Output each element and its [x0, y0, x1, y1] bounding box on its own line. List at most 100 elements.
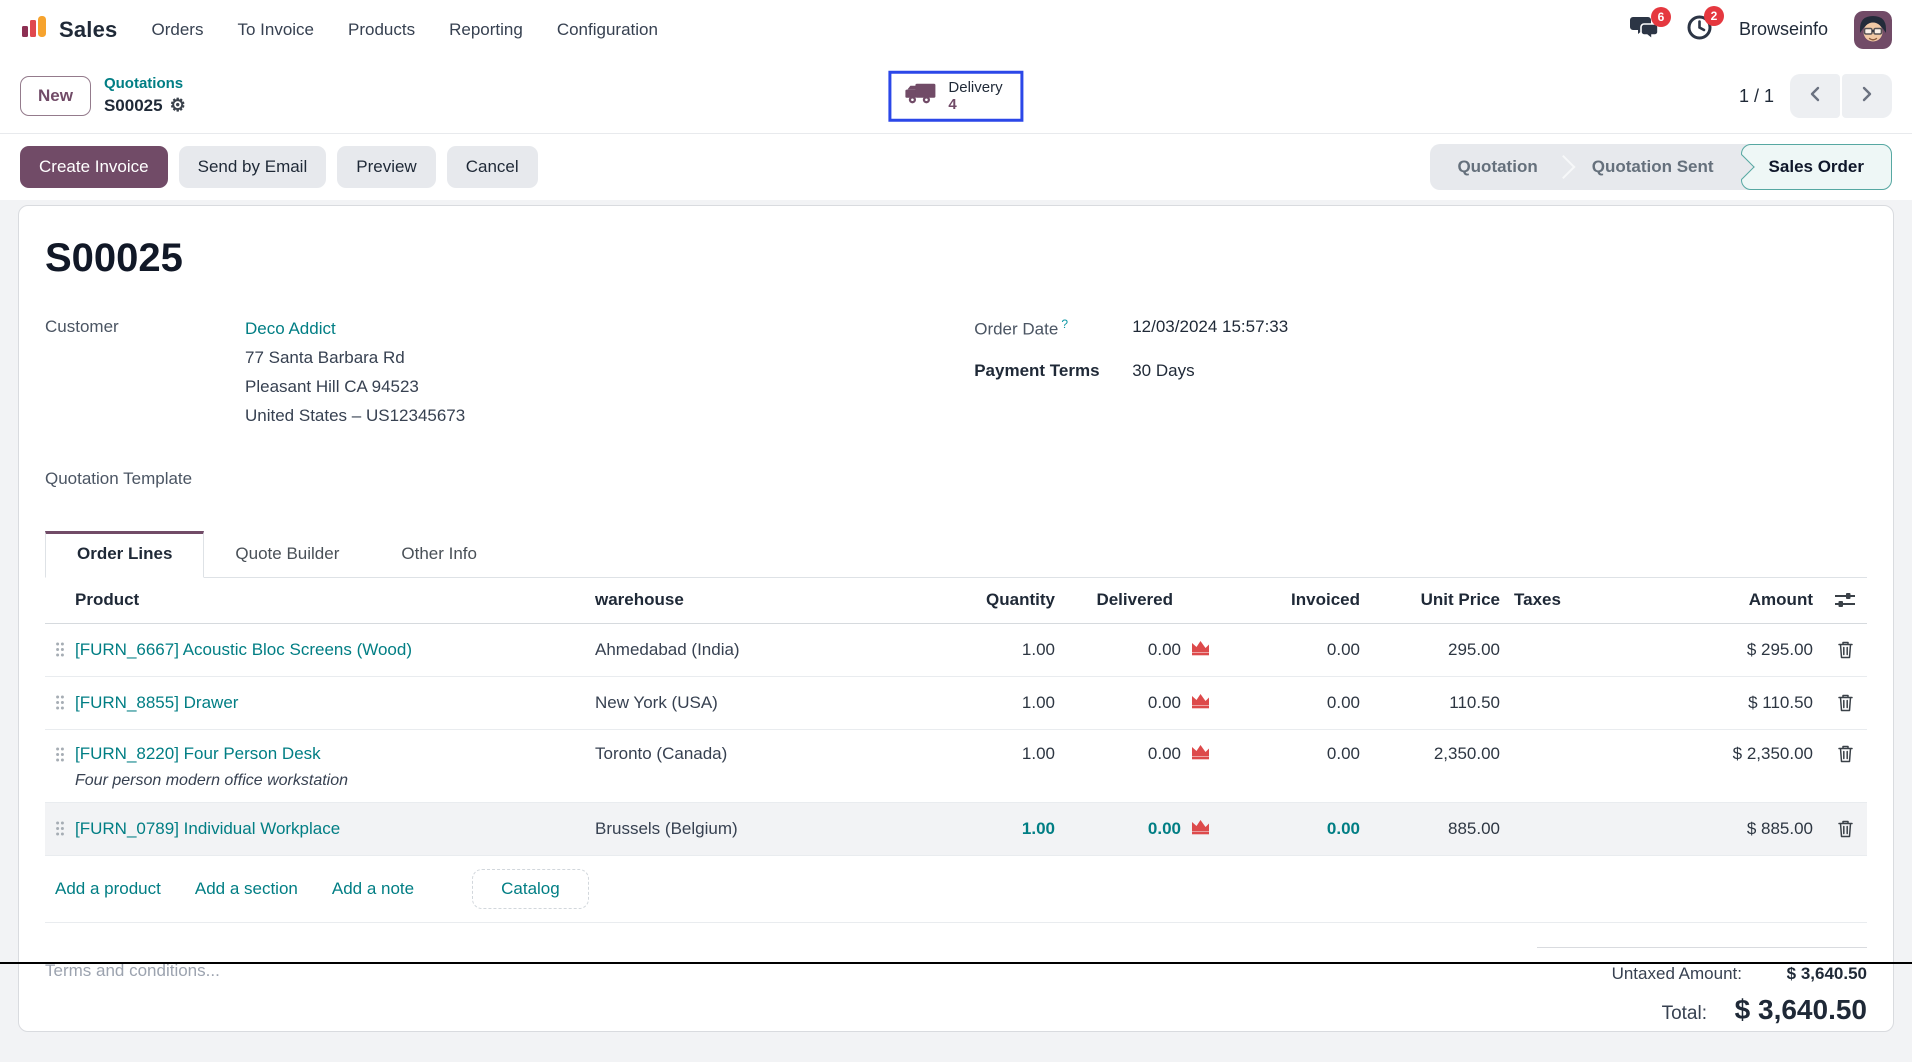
app-name[interactable]: Sales: [59, 16, 118, 42]
status-step-sales-order[interactable]: Sales Order: [1740, 144, 1892, 190]
table-row[interactable]: [FURN_8855] Drawer New York (USA) 1.00 0…: [45, 677, 1867, 730]
menu-products[interactable]: Products: [348, 19, 416, 39]
menu-configuration[interactable]: Configuration: [556, 19, 658, 39]
trash-icon[interactable]: [1823, 819, 1867, 838]
trash-icon[interactable]: [1823, 693, 1867, 712]
pager-next-button[interactable]: [1842, 74, 1892, 118]
drag-handle-icon[interactable]: [45, 641, 75, 658]
forecast-chart-icon[interactable]: [1190, 691, 1215, 715]
quantity-cell[interactable]: 1.00: [1021, 692, 1055, 712]
product-link[interactable]: [FURN_6667] Acoustic Bloc Screens (Wood): [75, 639, 412, 659]
trash-icon[interactable]: [1823, 730, 1867, 763]
product-link[interactable]: [FURN_0789] Individual Workplace: [75, 818, 341, 838]
table-row[interactable]: [FURN_8220] Four Person Desk Four person…: [45, 730, 1867, 803]
unit-price-cell[interactable]: 885.00: [1448, 818, 1500, 838]
invoiced-cell[interactable]: 0.00: [1326, 639, 1360, 659]
chevron-right-icon: [1860, 86, 1874, 107]
delivered-cell[interactable]: 0.00: [1147, 743, 1181, 763]
add-note-link[interactable]: Add a note: [331, 878, 415, 898]
send-by-email-button[interactable]: Send by Email: [178, 146, 327, 188]
quantity-cell[interactable]: 1.00: [1021, 639, 1055, 659]
col-taxes[interactable]: Taxes: [1514, 590, 1561, 610]
delivery-smart-button[interactable]: Delivery 4: [888, 70, 1024, 122]
forecast-chart-icon[interactable]: [1190, 742, 1215, 766]
messages-badge: 6: [1650, 6, 1671, 27]
col-quantity[interactable]: Quantity: [986, 590, 1055, 610]
preview-button[interactable]: Preview: [337, 146, 436, 188]
activities-button[interactable]: 2: [1686, 5, 1724, 46]
create-invoice-button[interactable]: Create Invoice: [20, 146, 168, 188]
customer-label: Customer: [45, 317, 119, 336]
forecast-chart-icon[interactable]: [1190, 638, 1215, 662]
new-button[interactable]: New: [20, 76, 91, 116]
trash-icon[interactable]: [1823, 640, 1867, 659]
messages-button[interactable]: 6: [1629, 6, 1671, 45]
forecast-chart-icon[interactable]: [1190, 817, 1215, 841]
product-description[interactable]: Four person modern office workstation: [75, 771, 349, 789]
status-step-quotation-sent[interactable]: Quotation Sent: [1591, 157, 1714, 176]
delivered-cell[interactable]: 0.00: [1147, 639, 1181, 659]
col-delivered[interactable]: Delivered: [1096, 590, 1173, 610]
col-warehouse[interactable]: warehouse: [595, 590, 684, 610]
breadcrumb-quotations[interactable]: Quotations: [103, 75, 184, 93]
add-section-link[interactable]: Add a section: [194, 878, 298, 898]
user-name[interactable]: Browseinfo: [1738, 19, 1828, 39]
warehouse-cell[interactable]: Brussels (Belgium): [595, 818, 738, 838]
quantity-cell[interactable]: 1.00: [1021, 743, 1055, 763]
status-step-quotation[interactable]: Quotation: [1430, 144, 1564, 190]
optional-columns-icon[interactable]: [1823, 591, 1867, 609]
untaxed-amount-label: Untaxed Amount:: [1611, 963, 1742, 983]
user-avatar[interactable]: [1854, 10, 1892, 49]
customer-address-line2: Pleasant Hill CA 94523: [245, 376, 419, 396]
total-value: $ 3,640.50: [1734, 993, 1867, 1025]
tab-other-info[interactable]: Other Info: [401, 543, 477, 563]
unit-price-cell[interactable]: 110.50: [1449, 692, 1500, 712]
product-link[interactable]: [FURN_8855] Drawer: [75, 692, 239, 712]
product-link[interactable]: [FURN_8220] Four Person Desk: [75, 743, 321, 763]
table-row[interactable]: [FURN_6667] Acoustic Bloc Screens (Wood)…: [45, 624, 1867, 677]
col-amount[interactable]: Amount: [1748, 590, 1813, 610]
tab-quote-builder[interactable]: Quote Builder: [235, 543, 340, 563]
warehouse-cell[interactable]: New York (USA): [595, 692, 718, 712]
chevron-left-icon: [1808, 86, 1822, 107]
customer-link[interactable]: Deco Addict: [245, 319, 336, 338]
delivered-cell[interactable]: 0.00: [1147, 818, 1181, 838]
add-product-link[interactable]: Add a product: [55, 878, 161, 898]
untaxed-amount-value: $ 3,640.50: [1786, 963, 1867, 983]
customer-address-line3: United States – US12345673: [245, 405, 466, 425]
invoiced-cell[interactable]: 0.00: [1326, 818, 1360, 838]
drag-handle-icon[interactable]: [45, 730, 75, 763]
tab-order-lines[interactable]: Order Lines: [45, 530, 205, 578]
unit-price-cell[interactable]: 295.00: [1448, 639, 1500, 659]
menu-to-invoice[interactable]: To Invoice: [237, 19, 315, 39]
help-icon: ?: [1061, 317, 1068, 331]
cancel-button[interactable]: Cancel: [446, 146, 538, 188]
warehouse-cell[interactable]: Ahmedabad (India): [595, 639, 740, 659]
quantity-cell[interactable]: 1.00: [1021, 818, 1055, 838]
menu-reporting[interactable]: Reporting: [449, 19, 523, 39]
delivered-cell[interactable]: 0.00: [1147, 692, 1181, 712]
delivery-count: 4: [948, 96, 957, 113]
col-product[interactable]: Product: [75, 590, 140, 610]
col-invoiced[interactable]: Invoiced: [1291, 590, 1360, 610]
catalog-button[interactable]: Catalog: [472, 868, 589, 909]
pager-previous-button[interactable]: [1790, 74, 1840, 118]
delivery-label: Delivery: [948, 78, 1003, 96]
order-date-value[interactable]: 12/03/2024 15:57:33: [1132, 317, 1289, 336]
drag-handle-icon[interactable]: [45, 694, 75, 711]
warehouse-cell[interactable]: Toronto (Canada): [595, 743, 728, 763]
totals-block: Untaxed Amount: $ 3,640.50 Total: $ 3,64…: [1537, 946, 1867, 1026]
unit-price-cell[interactable]: 2,350.00: [1433, 743, 1500, 763]
table-row-selected[interactable]: [FURN_0789] Individual Workplace Brussel…: [45, 802, 1867, 856]
app-switcher[interactable]: Sales: [20, 13, 118, 46]
invoiced-cell[interactable]: 0.00: [1326, 692, 1360, 712]
col-unit-price[interactable]: Unit Price: [1420, 590, 1500, 610]
menu-orders[interactable]: Orders: [151, 19, 204, 39]
invoiced-cell[interactable]: 0.00: [1326, 743, 1360, 763]
gear-icon[interactable]: ⚙: [169, 95, 186, 116]
drag-handle-icon[interactable]: [45, 820, 75, 837]
terms-and-conditions-field[interactable]: Terms and conditions...: [45, 960, 220, 980]
taxes-cell[interactable]: [1500, 730, 1595, 744]
status-bar: Quotation Quotation Sent Sales Order: [1430, 144, 1892, 190]
payment-terms-value[interactable]: 30 Days: [1132, 360, 1195, 380]
